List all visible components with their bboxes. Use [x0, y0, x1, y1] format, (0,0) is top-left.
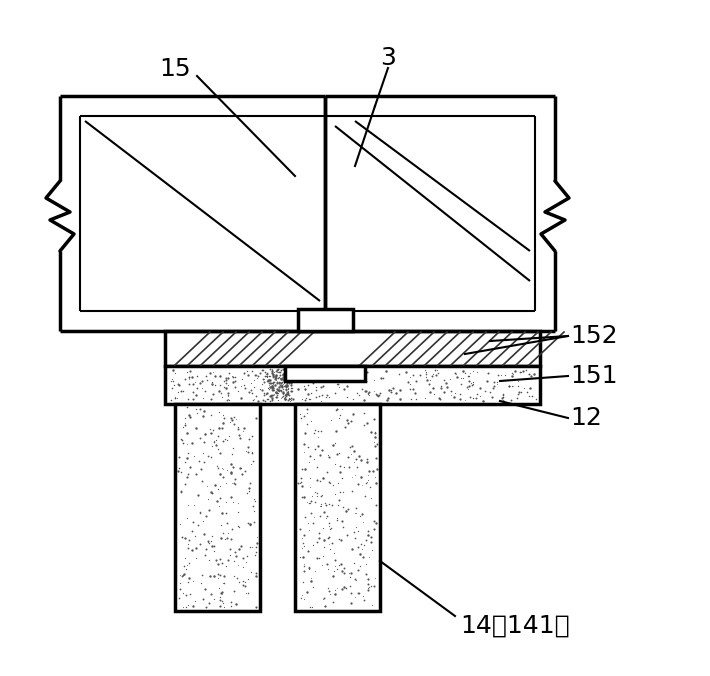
Polygon shape [297, 309, 352, 331]
Text: 15: 15 [159, 57, 191, 81]
Polygon shape [175, 404, 260, 611]
Text: 152: 152 [570, 324, 618, 348]
Polygon shape [295, 404, 380, 611]
Polygon shape [165, 366, 540, 404]
Text: 14（141）: 14（141） [460, 614, 569, 638]
Polygon shape [165, 331, 540, 366]
Text: 3: 3 [380, 46, 396, 70]
Text: 12: 12 [570, 406, 602, 430]
Polygon shape [285, 366, 365, 381]
Text: 151: 151 [570, 364, 618, 388]
